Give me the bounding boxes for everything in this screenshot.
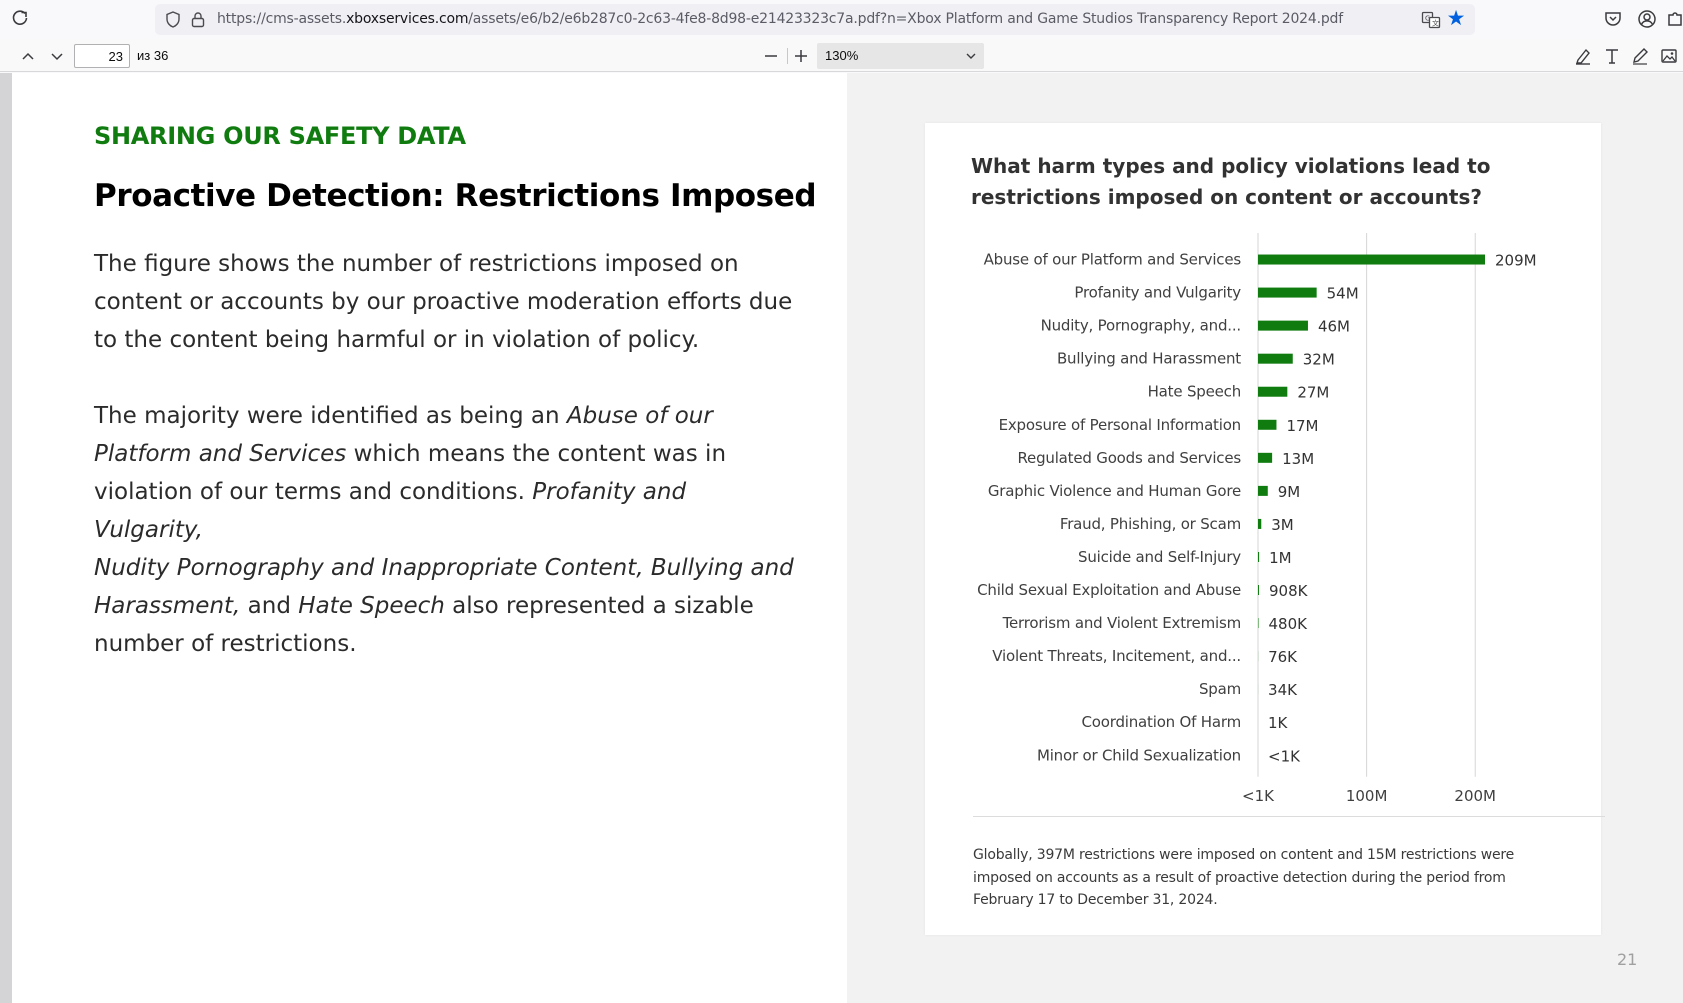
text-tool-icon[interactable] — [1602, 46, 1622, 66]
bar — [1258, 551, 1260, 562]
zoom-separator — [787, 48, 788, 64]
highlight-icon[interactable] — [1573, 46, 1593, 66]
url-text[interactable]: https://cms-assets.xboxservices.com/asse… — [217, 11, 1343, 27]
value-label: 209M — [1495, 252, 1537, 270]
bar — [1258, 452, 1273, 463]
category-label: Profanity and Vulgarity — [1074, 284, 1241, 302]
bar — [1258, 254, 1485, 265]
image-tool-icon[interactable] — [1659, 46, 1679, 66]
zoom-select[interactable]: 130% — [817, 43, 984, 69]
shield-icon[interactable] — [165, 11, 181, 28]
address-bar[interactable]: https://cms-assets.xboxservices.com/asse… — [155, 4, 1475, 35]
bar — [1258, 518, 1262, 529]
zoom-in-button[interactable] — [790, 45, 812, 67]
category-label: Suicide and Self-Injury — [1078, 548, 1241, 566]
page-count: из 36 — [137, 48, 169, 63]
next-page-button[interactable] — [46, 45, 68, 67]
bar — [1258, 618, 1259, 629]
summary-paragraph: The majority were identified as being an… — [94, 403, 794, 657]
translate-icon[interactable]: G文 — [1421, 10, 1441, 30]
category-label: Exposure of Personal Information — [999, 416, 1241, 434]
section-kicker: SHARING OUR SAFETY DATA — [94, 122, 466, 150]
extensions-icon[interactable] — [1665, 9, 1683, 29]
bar — [1258, 585, 1259, 596]
value-label: 54M — [1327, 285, 1359, 303]
value-label: <1K — [1268, 747, 1301, 765]
category-label: Minor or Child Sexualization — [1037, 746, 1241, 764]
bar — [1258, 353, 1293, 364]
x-tick-label: <1K — [1242, 787, 1275, 805]
category-label: Regulated Goods and Services — [1018, 449, 1242, 467]
value-label: 34K — [1268, 681, 1298, 699]
category-label: Violent Threats, Incitement, and... — [992, 647, 1241, 665]
category-label: Terrorism and Violent Extremism — [1002, 614, 1241, 632]
bar — [1258, 320, 1308, 331]
pdf-viewport[interactable]: SHARING OUR SAFETY DATA Proactive Detect… — [0, 73, 1683, 1003]
account-icon[interactable] — [1637, 9, 1657, 29]
bar — [1258, 485, 1268, 496]
svg-text:G: G — [1425, 15, 1430, 23]
value-label: 9M — [1278, 483, 1301, 501]
intro-paragraph: The figure shows the number of restricti… — [94, 251, 793, 353]
value-label: 46M — [1318, 318, 1350, 336]
bookmark-star-icon[interactable]: ★ — [1446, 7, 1466, 30]
zoom-value: 130% — [825, 48, 859, 63]
page-number: 21 — [1617, 950, 1638, 969]
value-label: 76K — [1268, 648, 1298, 666]
bar — [1258, 386, 1288, 397]
x-tick-label: 200M — [1454, 787, 1496, 805]
category-label: Graphic Violence and Human Gore — [988, 482, 1241, 500]
category-label: Hate Speech — [1148, 383, 1241, 401]
x-tick-label: 100M — [1346, 787, 1388, 805]
category-label: Nudity, Pornography, and... — [1041, 317, 1241, 335]
page-headline: Proactive Detection: Restrictions Impose… — [94, 178, 817, 214]
category-label: Spam — [1199, 680, 1241, 698]
svg-text:文: 文 — [1432, 19, 1439, 28]
bar-chart: <1K 100M 200M Abuse of our Platform and Ser… — [977, 233, 1537, 805]
value-label: 1M — [1269, 549, 1292, 567]
previous-page-button[interactable] — [17, 45, 39, 67]
value-label: 17M — [1286, 417, 1318, 435]
chart-card: What harm types and policy violations le… — [925, 123, 1605, 935]
value-label: 480K — [1269, 615, 1309, 633]
pdf-toolbar: из 36 130% — [0, 39, 1683, 72]
value-label: 908K — [1269, 582, 1309, 600]
value-label: 32M — [1303, 351, 1335, 369]
category-label: Coordination Of Harm — [1082, 713, 1241, 731]
chevron-down-icon — [966, 53, 976, 59]
chart-footnote: Globally, 397M restrictions were imposed… — [973, 847, 1515, 908]
lock-icon[interactable] — [191, 11, 205, 28]
page-number-input[interactable] — [74, 44, 130, 68]
page-right-column: What harm types and policy violations le… — [847, 73, 1683, 1003]
category-label: Bullying and Harassment — [1057, 350, 1241, 368]
reload-icon[interactable] — [10, 9, 30, 29]
value-label: 13M — [1282, 450, 1314, 468]
category-label: Abuse of our Platform and Services — [984, 251, 1242, 269]
chart-title: What harm types and policy violations le… — [971, 154, 1491, 209]
value-label: 3M — [1271, 516, 1294, 534]
chart-divider — [973, 816, 1605, 817]
category-label: Child Sexual Exploitation and Abuse — [977, 581, 1241, 599]
value-label: 1K — [1268, 714, 1289, 732]
pocket-icon[interactable] — [1603, 9, 1623, 29]
page-left-column: SHARING OUR SAFETY DATA Proactive Detect… — [12, 73, 847, 1003]
value-label: 27M — [1297, 384, 1329, 402]
category-label: Fraud, Phishing, or Scam — [1060, 515, 1241, 533]
bar — [1258, 287, 1317, 298]
zoom-out-button[interactable] — [760, 45, 782, 67]
draw-icon[interactable] — [1630, 46, 1650, 66]
bar — [1258, 419, 1277, 430]
browser-toolbar: https://cms-assets.xboxservices.com/asse… — [0, 0, 1683, 39]
